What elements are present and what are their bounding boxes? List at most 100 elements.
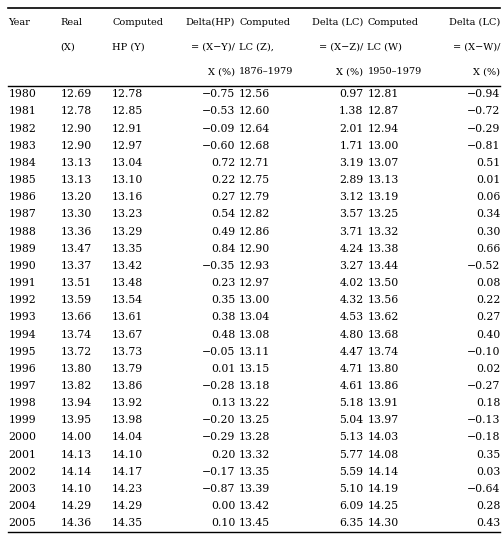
- Text: −0.09: −0.09: [202, 124, 235, 133]
- Text: 3.19: 3.19: [339, 158, 364, 168]
- Text: 13.94: 13.94: [61, 398, 92, 408]
- Text: Year: Year: [9, 18, 30, 26]
- Text: 12.68: 12.68: [239, 141, 271, 151]
- Text: 13.04: 13.04: [112, 158, 143, 168]
- Text: 0.84: 0.84: [211, 244, 235, 254]
- Text: 0.22: 0.22: [211, 175, 235, 185]
- Text: 13.62: 13.62: [367, 312, 399, 322]
- Text: 12.94: 12.94: [367, 124, 398, 133]
- Text: 13.30: 13.30: [61, 210, 92, 219]
- Text: 0.97: 0.97: [340, 89, 364, 99]
- Text: 1988: 1988: [9, 226, 36, 237]
- Text: 12.97: 12.97: [239, 278, 270, 288]
- Text: 4.02: 4.02: [339, 278, 364, 288]
- Text: 13.73: 13.73: [112, 347, 143, 357]
- Text: 2003: 2003: [9, 484, 37, 494]
- Text: 12.82: 12.82: [239, 210, 271, 219]
- Text: 1999: 1999: [9, 415, 36, 426]
- Text: 13.32: 13.32: [239, 450, 271, 460]
- Text: 13.22: 13.22: [239, 398, 271, 408]
- Text: 12.71: 12.71: [239, 158, 270, 168]
- Text: = (X−Y)/: = (X−Y)/: [191, 42, 235, 51]
- Text: 1996: 1996: [9, 364, 36, 374]
- Text: −0.72: −0.72: [467, 106, 500, 116]
- Text: 14.13: 14.13: [61, 450, 92, 460]
- Text: 13.50: 13.50: [367, 278, 399, 288]
- Text: 13.80: 13.80: [61, 364, 92, 374]
- Text: 13.51: 13.51: [61, 278, 92, 288]
- Text: 0.43: 0.43: [476, 518, 500, 528]
- Text: −0.10: −0.10: [467, 347, 500, 357]
- Text: 13.28: 13.28: [239, 433, 271, 442]
- Text: 14.14: 14.14: [61, 467, 92, 477]
- Text: 14.08: 14.08: [367, 450, 399, 460]
- Text: 13.23: 13.23: [112, 210, 143, 219]
- Text: −0.29: −0.29: [202, 433, 235, 442]
- Text: 13.13: 13.13: [61, 175, 92, 185]
- Text: 14.25: 14.25: [367, 501, 398, 511]
- Text: 12.91: 12.91: [112, 124, 143, 133]
- Text: 12.64: 12.64: [239, 124, 270, 133]
- Text: 13.98: 13.98: [112, 415, 143, 426]
- Text: 13.08: 13.08: [239, 329, 271, 340]
- Text: LC (W): LC (W): [367, 42, 402, 51]
- Text: 13.92: 13.92: [112, 398, 143, 408]
- Text: 13.80: 13.80: [367, 364, 399, 374]
- Text: −0.75: −0.75: [202, 89, 235, 99]
- Text: 5.77: 5.77: [340, 450, 364, 460]
- Text: 13.25: 13.25: [367, 210, 399, 219]
- Text: 0.40: 0.40: [476, 329, 500, 340]
- Text: Delta(HP): Delta(HP): [186, 18, 235, 26]
- Text: 1995: 1995: [9, 347, 36, 357]
- Text: 2005: 2005: [9, 518, 36, 528]
- Text: −0.94: −0.94: [467, 89, 500, 99]
- Text: 14.00: 14.00: [61, 433, 92, 442]
- Text: 13.72: 13.72: [61, 347, 92, 357]
- Text: 4.32: 4.32: [339, 295, 364, 305]
- Text: 0.27: 0.27: [476, 312, 500, 322]
- Text: 14.30: 14.30: [367, 518, 399, 528]
- Text: 1991: 1991: [9, 278, 36, 288]
- Text: 1982: 1982: [9, 124, 36, 133]
- Text: 13.61: 13.61: [112, 312, 143, 322]
- Text: 14.03: 14.03: [367, 433, 399, 442]
- Text: 12.93: 12.93: [239, 261, 270, 271]
- Text: 1998: 1998: [9, 398, 36, 408]
- Text: 14.17: 14.17: [112, 467, 143, 477]
- Text: 13.39: 13.39: [239, 484, 270, 494]
- Text: 0.28: 0.28: [476, 501, 500, 511]
- Text: 12.79: 12.79: [239, 192, 270, 202]
- Text: 2002: 2002: [9, 467, 37, 477]
- Text: 0.03: 0.03: [476, 467, 500, 477]
- Text: 0.34: 0.34: [476, 210, 500, 219]
- Text: 13.13: 13.13: [367, 175, 399, 185]
- Text: 13.00: 13.00: [367, 141, 399, 151]
- Text: 0.66: 0.66: [476, 244, 500, 254]
- Text: 12.97: 12.97: [112, 141, 143, 151]
- Text: −0.28: −0.28: [202, 381, 235, 391]
- Text: 13.10: 13.10: [112, 175, 143, 185]
- Text: 13.45: 13.45: [239, 518, 270, 528]
- Text: 1992: 1992: [9, 295, 36, 305]
- Text: 12.86: 12.86: [239, 226, 271, 237]
- Text: −0.20: −0.20: [202, 415, 235, 426]
- Text: 5.10: 5.10: [339, 484, 364, 494]
- Text: Real: Real: [61, 18, 83, 26]
- Text: 13.35: 13.35: [112, 244, 143, 254]
- Text: Delta (LC): Delta (LC): [449, 18, 500, 26]
- Text: 4.61: 4.61: [339, 381, 364, 391]
- Text: X (%): X (%): [208, 67, 235, 76]
- Text: Computed: Computed: [367, 18, 418, 26]
- Text: 3.12: 3.12: [339, 192, 364, 202]
- Text: −0.35: −0.35: [202, 261, 235, 271]
- Text: X (%): X (%): [473, 67, 500, 76]
- Text: 14.10: 14.10: [112, 450, 143, 460]
- Text: 13.66: 13.66: [61, 312, 92, 322]
- Text: 12.90: 12.90: [61, 141, 92, 151]
- Text: 13.74: 13.74: [61, 329, 92, 340]
- Text: 1984: 1984: [9, 158, 36, 168]
- Text: 13.95: 13.95: [61, 415, 92, 426]
- Text: 2004: 2004: [9, 501, 36, 511]
- Text: 0.06: 0.06: [476, 192, 500, 202]
- Text: 4.47: 4.47: [340, 347, 364, 357]
